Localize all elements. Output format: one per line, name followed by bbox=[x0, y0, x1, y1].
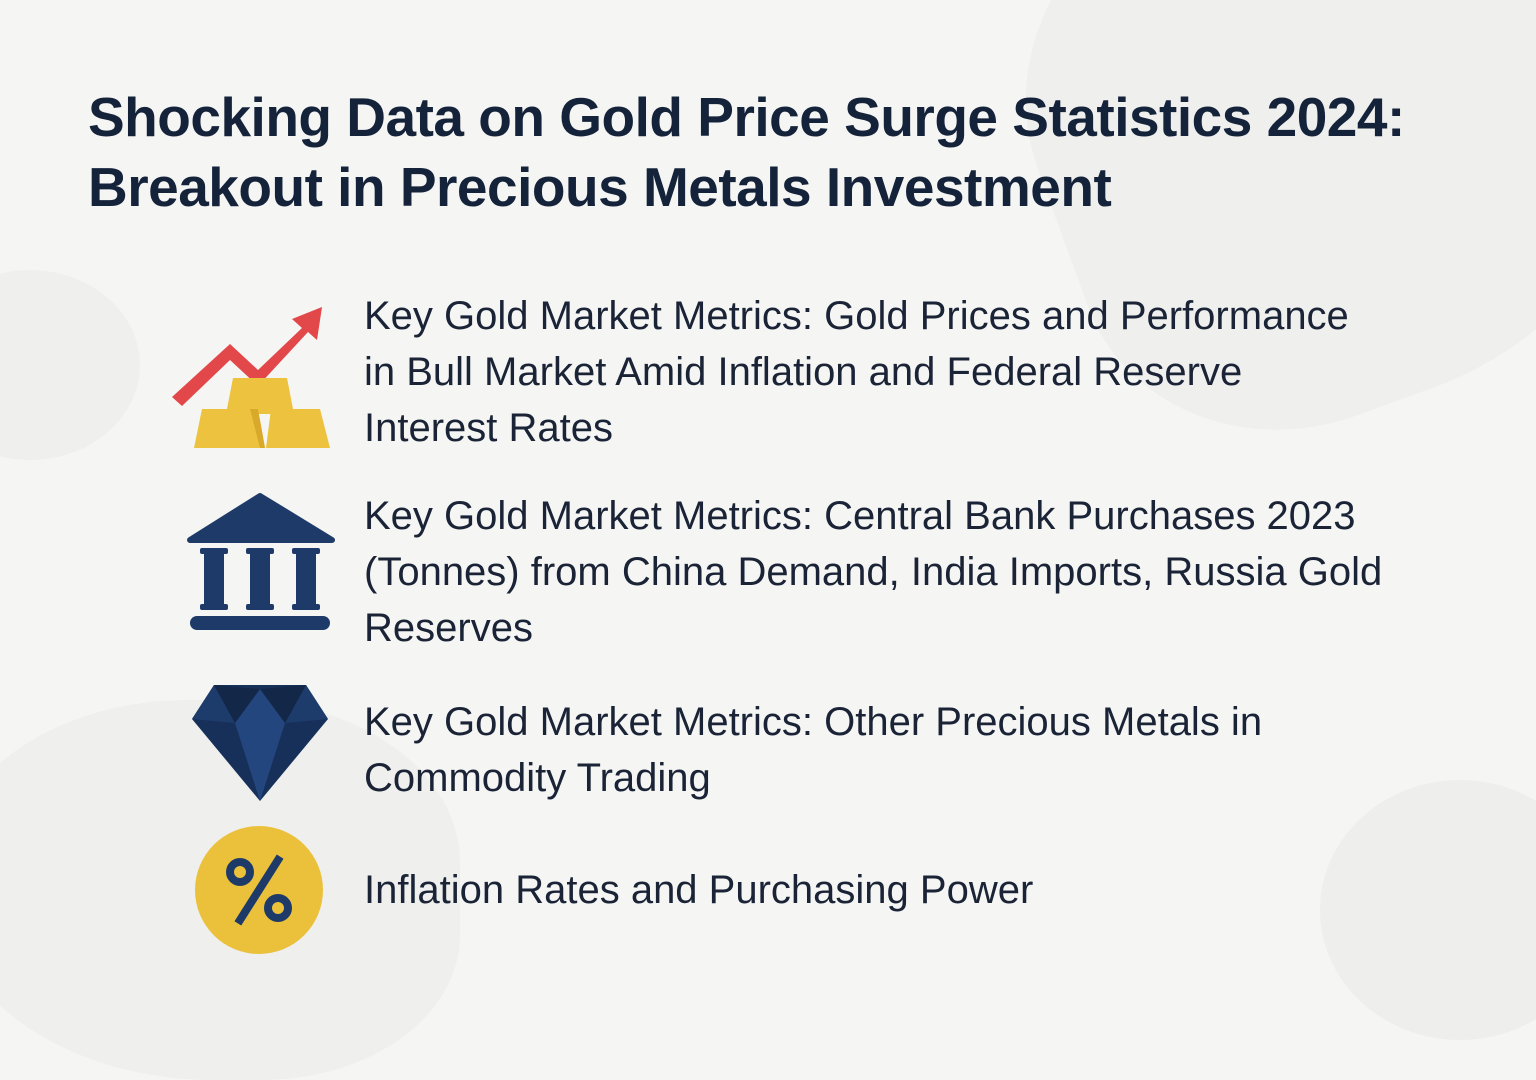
item-text: Key Gold Market Metrics: Gold Prices and… bbox=[364, 294, 1349, 450]
list-item: Key Gold Market Metrics: Other Precious … bbox=[160, 670, 1384, 830]
percent-icon bbox=[160, 810, 350, 970]
background-blob bbox=[0, 270, 140, 460]
item-text: Inflation Rates and Purchasing Power bbox=[364, 868, 1034, 912]
item-text: Key Gold Market Metrics: Central Bank Pu… bbox=[364, 494, 1383, 650]
list-item: Key Gold Market Metrics: Gold Prices and… bbox=[160, 288, 1384, 456]
list-item: Inflation Rates and Purchasing Power bbox=[160, 810, 1384, 970]
item-text: Key Gold Market Metrics: Other Precious … bbox=[364, 700, 1263, 800]
list-item: Key Gold Market Metrics: Central Bank Pu… bbox=[160, 488, 1384, 656]
bank-building-icon bbox=[160, 492, 350, 652]
background-blob bbox=[1320, 780, 1536, 1040]
page-title: Shocking Data on Gold Price Surge Statis… bbox=[88, 86, 1405, 218]
gold-bars-rising-arrow-icon bbox=[160, 292, 350, 452]
diamond-icon bbox=[160, 670, 350, 830]
